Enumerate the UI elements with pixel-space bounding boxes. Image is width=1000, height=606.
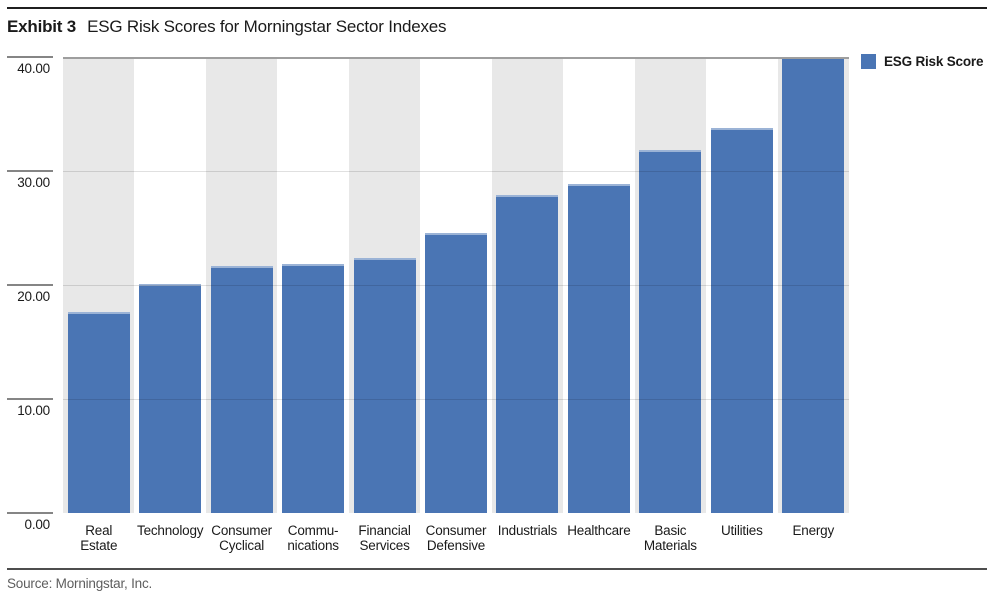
bar-real-estate	[67, 312, 130, 513]
y-tick-10: 10.00	[7, 398, 53, 419]
chart-column-real-estate	[63, 57, 135, 513]
x-axis-labels: Real Estate Technology Consumer Cyclical Comm…	[63, 523, 849, 553]
y-tick-label: 30.00	[17, 175, 50, 190]
bar-technology	[139, 283, 202, 513]
chart-column-consumer-defensive	[420, 57, 491, 513]
exhibit-label: Exhibit 3	[7, 17, 77, 36]
bar-consumer-defensive	[424, 232, 487, 513]
chart-column-financial-services	[348, 57, 421, 513]
y-tick-line	[7, 56, 53, 58]
chart-title: ESG Risk Scores for Morningstar Sector I…	[87, 17, 447, 36]
y-tick-label: 0.00	[24, 517, 51, 532]
exhibit-header: Exhibit 3 ESG Risk Scores for Morningstar…	[7, 15, 447, 39]
chart-column-utilities	[706, 57, 777, 513]
x-label-industrials: Industrials	[497, 523, 558, 538]
bar-basic-materials	[639, 150, 702, 513]
y-tick-line	[7, 398, 53, 400]
y-tick-0: 0.00	[7, 512, 53, 533]
top-rule	[7, 7, 987, 9]
x-label-healthcare: Healthcare	[567, 523, 631, 538]
x-label-energy: Energy	[792, 523, 835, 538]
y-tick-40: 40.00	[7, 56, 53, 77]
chart-column-communications	[277, 57, 348, 513]
x-label-consumer-cyclical: Consumer Cyclical	[211, 523, 272, 553]
bar-utilities	[710, 127, 773, 513]
y-tick-line	[7, 170, 53, 172]
chart-column-energy	[777, 57, 849, 513]
y-axis: 40.00 30.00 20.00 10.00 0.00	[7, 56, 53, 532]
chart-column-consumer-cyclical	[205, 57, 278, 513]
legend: ESG Risk Score	[861, 54, 983, 69]
x-label-consumer-defensive: Consumer Defensive	[425, 523, 487, 553]
source-note: Source: Morningstar, Inc.	[7, 576, 153, 591]
bottom-rule	[7, 568, 987, 570]
y-tick-line	[7, 512, 53, 514]
x-label-utilities: Utilities	[720, 523, 763, 538]
bar-industrials	[496, 194, 559, 513]
chart-column-technology	[134, 57, 205, 513]
legend-swatch-icon	[861, 54, 876, 69]
y-tick-label: 10.00	[17, 403, 50, 418]
bar-healthcare	[567, 183, 630, 513]
legend-label: ESG Risk Score	[884, 54, 984, 69]
y-tick-line	[7, 284, 53, 286]
chart-column-basic-materials	[634, 57, 707, 513]
x-label-technology: Technology	[137, 523, 204, 538]
x-label-communications: Commu-nications	[287, 523, 339, 553]
y-tick-30: 30.00	[7, 170, 53, 191]
y-tick-label: 40.00	[17, 61, 50, 76]
x-label-real-estate: Real Estate	[80, 523, 118, 553]
y-tick-20: 20.00	[7, 284, 53, 305]
x-label-financial-services: Financial Services	[358, 523, 411, 553]
bar-consumer-cyclical	[210, 265, 273, 513]
bar-financial-services	[353, 257, 416, 513]
x-label-basic-materials: Basic Materials	[643, 523, 697, 553]
chart-column-healthcare	[563, 57, 634, 513]
chart-column-industrials	[491, 57, 564, 513]
bar-energy	[782, 57, 845, 513]
y-tick-label: 20.00	[17, 289, 50, 304]
plot-area	[63, 57, 849, 513]
bar-communications	[282, 264, 345, 513]
